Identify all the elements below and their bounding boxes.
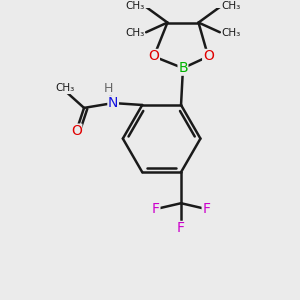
Text: CH₃: CH₃ bbox=[125, 1, 144, 11]
Text: F: F bbox=[177, 221, 185, 236]
Text: CH₃: CH₃ bbox=[222, 1, 241, 11]
Text: O: O bbox=[203, 50, 214, 64]
Text: B: B bbox=[178, 61, 188, 75]
Text: O: O bbox=[148, 50, 159, 64]
Text: H: H bbox=[103, 82, 113, 95]
Text: CH₃: CH₃ bbox=[55, 83, 74, 94]
Text: F: F bbox=[152, 202, 160, 216]
Text: CH₃: CH₃ bbox=[125, 28, 144, 38]
Text: CH₃: CH₃ bbox=[222, 28, 241, 38]
Text: F: F bbox=[202, 202, 210, 216]
Text: O: O bbox=[71, 124, 82, 138]
Text: N: N bbox=[108, 96, 118, 110]
